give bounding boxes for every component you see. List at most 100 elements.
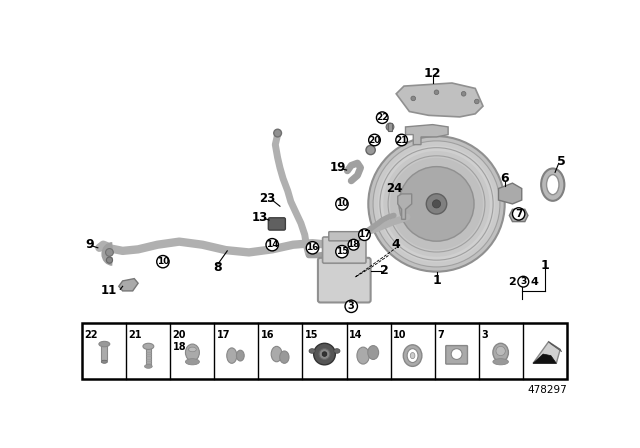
Ellipse shape (99, 341, 110, 347)
Circle shape (266, 238, 278, 251)
Text: 17: 17 (358, 230, 371, 239)
Circle shape (157, 255, 169, 268)
Text: 18: 18 (348, 240, 360, 249)
Text: 10: 10 (393, 330, 406, 340)
Polygon shape (396, 83, 483, 117)
Circle shape (433, 200, 440, 208)
Text: 16: 16 (307, 243, 319, 252)
Bar (101, 345, 108, 360)
Circle shape (474, 99, 479, 104)
Text: 478297: 478297 (527, 385, 566, 395)
Circle shape (434, 90, 439, 95)
Text: 8: 8 (214, 261, 222, 274)
Bar (388, 123, 392, 131)
Ellipse shape (493, 359, 508, 365)
Text: 7: 7 (437, 330, 444, 340)
Text: 1: 1 (432, 275, 441, 288)
Circle shape (383, 151, 490, 257)
Circle shape (348, 239, 359, 250)
Ellipse shape (368, 345, 379, 359)
Circle shape (307, 241, 319, 254)
Circle shape (345, 300, 358, 313)
Text: 4: 4 (530, 277, 538, 287)
Ellipse shape (407, 349, 418, 362)
Polygon shape (499, 183, 522, 204)
Ellipse shape (309, 349, 316, 353)
Ellipse shape (334, 349, 340, 353)
Circle shape (411, 96, 415, 101)
Text: 20
18: 20 18 (173, 330, 186, 352)
Polygon shape (119, 279, 138, 291)
Text: 3: 3 (481, 330, 488, 340)
Text: 16: 16 (260, 330, 275, 340)
Circle shape (426, 194, 447, 214)
Circle shape (336, 198, 348, 210)
Circle shape (368, 136, 505, 271)
Text: 19: 19 (330, 161, 346, 174)
Circle shape (376, 112, 388, 124)
Ellipse shape (145, 365, 152, 368)
Text: 10: 10 (336, 199, 348, 208)
Ellipse shape (227, 348, 237, 363)
Text: 15: 15 (336, 247, 348, 256)
Text: 13: 13 (252, 211, 268, 224)
Polygon shape (406, 125, 448, 145)
Text: 12: 12 (424, 66, 442, 79)
Circle shape (373, 141, 500, 267)
Text: 14: 14 (266, 240, 278, 249)
Text: 21: 21 (396, 135, 408, 145)
Ellipse shape (280, 351, 289, 363)
Text: 2: 2 (380, 264, 389, 277)
Ellipse shape (547, 175, 559, 195)
Circle shape (398, 166, 475, 242)
Text: 22: 22 (84, 330, 98, 340)
Text: 22: 22 (376, 113, 388, 122)
Circle shape (336, 246, 348, 258)
Circle shape (106, 249, 113, 256)
Circle shape (390, 158, 483, 250)
Text: 23: 23 (259, 192, 276, 205)
Text: 4: 4 (392, 238, 401, 251)
Ellipse shape (271, 346, 282, 362)
Ellipse shape (143, 343, 154, 349)
Polygon shape (548, 342, 562, 352)
Ellipse shape (236, 350, 244, 361)
FancyBboxPatch shape (446, 345, 467, 364)
Circle shape (426, 194, 447, 214)
Text: 3: 3 (520, 277, 527, 286)
Text: 1: 1 (541, 259, 549, 272)
Circle shape (106, 257, 113, 263)
Circle shape (451, 349, 462, 359)
Text: 21: 21 (129, 330, 142, 340)
Text: 17: 17 (217, 330, 230, 340)
FancyBboxPatch shape (268, 218, 285, 230)
Circle shape (378, 146, 495, 262)
Polygon shape (509, 209, 528, 222)
Text: 10: 10 (157, 257, 169, 266)
Bar (146, 348, 150, 365)
Text: 5: 5 (557, 155, 566, 168)
Ellipse shape (186, 359, 200, 365)
Ellipse shape (186, 344, 200, 361)
Text: 20: 20 (368, 135, 381, 145)
Polygon shape (397, 194, 412, 220)
FancyBboxPatch shape (318, 258, 371, 302)
Circle shape (496, 346, 506, 356)
Circle shape (399, 167, 474, 241)
Text: 7: 7 (515, 209, 522, 219)
Text: 3: 3 (348, 302, 355, 311)
Text: 9: 9 (85, 238, 93, 251)
FancyBboxPatch shape (329, 232, 360, 241)
Text: 6: 6 (500, 172, 509, 185)
Ellipse shape (493, 343, 508, 362)
Circle shape (513, 208, 525, 220)
Text: 2: 2 (509, 277, 516, 287)
Circle shape (518, 276, 529, 287)
Circle shape (417, 185, 456, 223)
Text: 11: 11 (101, 284, 117, 297)
Ellipse shape (357, 347, 369, 364)
Ellipse shape (403, 345, 422, 366)
Ellipse shape (410, 353, 415, 359)
Polygon shape (533, 342, 560, 363)
Circle shape (408, 176, 465, 233)
